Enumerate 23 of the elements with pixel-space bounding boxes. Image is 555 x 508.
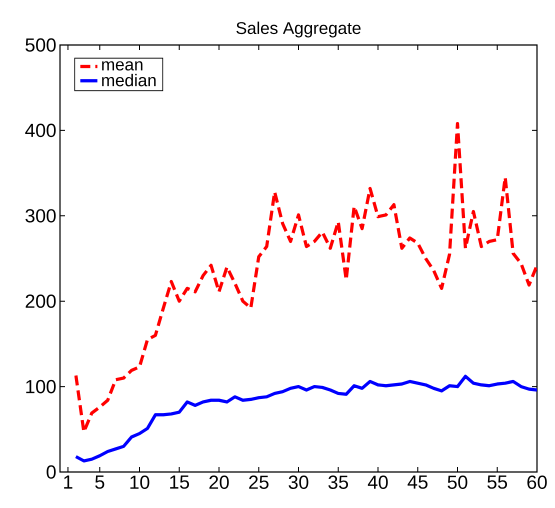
y-tick-label: 400 (25, 124, 56, 138)
x-tick-label: 50 (448, 476, 468, 489)
x-tick-label: 15 (170, 476, 190, 489)
x-tick-label: 35 (328, 476, 348, 489)
y-tick-label: 200 (26, 294, 56, 308)
legend-label: mean (102, 61, 142, 71)
x-tick-label: 60 (527, 476, 547, 489)
x-tick-label: 45 (408, 476, 428, 489)
y-tick-label: 0 (46, 465, 56, 479)
x-tick-label: 30 (288, 476, 308, 489)
line-series (74, 374, 537, 462)
y-tick-label: 300 (25, 209, 56, 223)
x-tick-label: 55 (487, 476, 508, 489)
y-tick-label: 500 (26, 38, 56, 52)
y-tick-label: 100 (26, 380, 56, 394)
legend-label: median (102, 74, 156, 86)
chart-title: Sales Aggregate (236, 22, 361, 38)
x-tick-label: 1 (64, 476, 72, 489)
x-tick-label: 10 (130, 476, 150, 489)
x-tick-label: 20 (209, 476, 229, 489)
x-tick-label: 40 (368, 476, 388, 489)
x-tick-label: 25 (249, 476, 269, 489)
x-tick-label: 5 (95, 476, 104, 489)
